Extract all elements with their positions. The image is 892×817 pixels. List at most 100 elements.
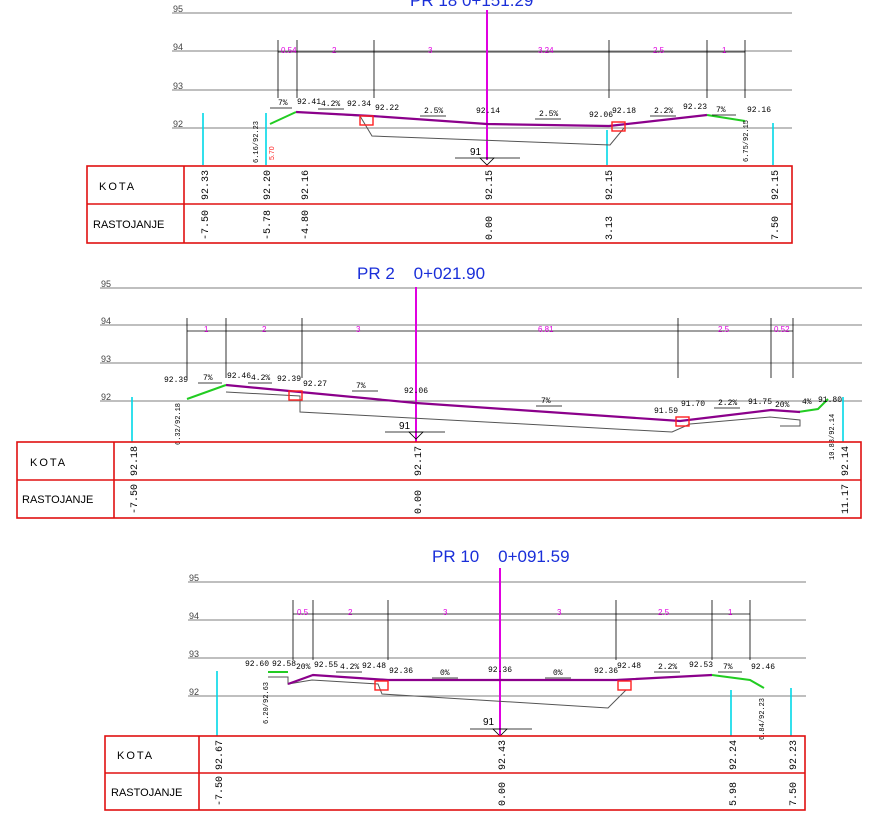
width-label: 2.5 — [653, 46, 665, 55]
subgrade-line — [268, 677, 626, 708]
width-label: 3.24 — [538, 46, 554, 55]
kota-value: 92.17 — [414, 446, 425, 476]
kota-value: 92.15 — [485, 170, 496, 200]
kota-value: 92.14 — [841, 446, 852, 476]
elevation-label: 92.36 — [389, 667, 413, 676]
row-label-kota: KOTA — [117, 750, 154, 762]
side-label: 6.75/92.15 — [743, 120, 751, 162]
subgrade-line — [226, 392, 800, 432]
width-label: 1 — [204, 325, 209, 334]
data-table — [87, 166, 792, 243]
width-label: 6.81 — [538, 325, 554, 334]
level-label: 93 — [173, 81, 183, 91]
elevation-label: 92.23 — [683, 103, 707, 112]
red-label: 5.70 — [269, 146, 276, 160]
elevation-label: 91.75 — [748, 398, 772, 407]
level-label: 92 — [173, 119, 183, 129]
section-pr18: PR 18 0+151.29 95 94 93 92 0.54 2 3 3.24… — [87, 0, 792, 243]
left-shoulder — [187, 385, 226, 399]
rastojanje-value: 5.98 — [729, 782, 740, 806]
elevation-label: 92.18 — [612, 107, 636, 116]
slope-label: 0% — [440, 669, 450, 678]
elevation-label: 92.06 — [589, 111, 613, 120]
rastojanje-value: 0.00 — [414, 490, 425, 514]
elevation-label: 91.80 — [818, 396, 842, 405]
width-label: 3 — [443, 608, 448, 617]
section-title: PR 18 0+151.29 — [410, 0, 533, 10]
dimension-chain — [187, 318, 793, 378]
side-label: 6.84/92.23 — [759, 698, 767, 740]
row-label-kota: KOTA — [30, 457, 67, 469]
slope-label: 0% — [553, 669, 563, 678]
slope-label: 7% — [278, 99, 288, 108]
subgrade-line — [296, 112, 624, 145]
width-label: 0.54 — [281, 46, 297, 55]
slope-label: 4.2% — [340, 663, 359, 672]
slope-label: 7% — [541, 397, 551, 406]
datum-label: 91 — [399, 421, 411, 432]
slope-label: 20% — [296, 663, 311, 672]
width-label: 1 — [728, 608, 733, 617]
section-title: PR 10 0+091.59 — [432, 547, 570, 566]
elevation-label: 92.36 — [488, 666, 512, 675]
level-label: 94 — [189, 611, 199, 621]
elevation-label: 92.41 — [297, 98, 321, 107]
elevation-label: 92.34 — [347, 100, 371, 109]
level-label: 95 — [101, 279, 111, 289]
slope-arrows — [198, 383, 740, 408]
left-curb — [360, 116, 373, 125]
level-label: 94 — [101, 316, 111, 326]
slope-label: 4.2% — [251, 374, 270, 383]
slope-label: 2.5% — [424, 107, 443, 116]
elevation-label: 92.46 — [227, 372, 251, 381]
width-label: 2 — [262, 325, 267, 334]
rastojanje-value: 0.00 — [498, 782, 509, 806]
elevation-label: 92.46 — [751, 663, 775, 672]
dimension-chain — [293, 600, 750, 660]
width-label: 2.5 — [658, 608, 670, 617]
slope-label: 4% — [802, 398, 812, 407]
elevation-label: 92.27 — [303, 380, 327, 389]
width-label: 2 — [332, 46, 337, 55]
section-title: PR 2 0+021.90 — [357, 264, 485, 283]
elevation-label: 92.16 — [747, 106, 771, 115]
elevation-label: 91.59 — [654, 407, 678, 416]
kota-value: 92.16 — [301, 170, 312, 200]
section-pr10: PR 10 0+091.59 95 94 93 92 0.5 2 3 3 2.5… — [105, 547, 806, 810]
elevation-label: 92.14 — [476, 107, 500, 116]
kota-value: 92.15 — [771, 170, 782, 200]
width-label: 1 — [722, 46, 727, 55]
rastojanje-value: -7.50 — [130, 484, 141, 514]
slope-label: 2.2% — [718, 399, 737, 408]
dimension-chain — [278, 40, 745, 98]
datum-label: 91 — [483, 717, 495, 728]
datum-label: 91 — [470, 147, 482, 158]
elevation-label: 92.39 — [277, 375, 301, 384]
rastojanje-value: 7.50 — [789, 782, 800, 806]
section-pr2: PR 2 0+021.90 95 94 93 92 1 2 3 6.81 2.5… — [17, 264, 862, 518]
level-label: 93 — [189, 649, 199, 659]
kota-value: 92.15 — [605, 170, 616, 200]
slope-label: 7% — [203, 374, 213, 383]
width-label: 0.52 — [774, 325, 790, 334]
kota-value: 92.43 — [498, 740, 509, 770]
data-table — [105, 736, 805, 810]
data-table — [17, 442, 861, 518]
left-shoulder — [270, 112, 296, 124]
level-label: 95 — [173, 4, 183, 14]
elevation-label: 92.55 — [314, 661, 338, 670]
width-label: 3 — [557, 608, 562, 617]
rastojanje-value: -5.78 — [263, 210, 274, 240]
slope-label: 20% — [775, 401, 790, 410]
width-label: 2.5 — [718, 325, 730, 334]
level-label: 92 — [101, 392, 111, 402]
elevation-label: 92.48 — [617, 662, 641, 671]
width-label: 3 — [428, 46, 433, 55]
rastojanje-value: -4.80 — [301, 210, 312, 240]
slope-label: 7% — [716, 106, 726, 115]
elevation-label: 92.06 — [404, 387, 428, 396]
slope-label: 7% — [723, 663, 733, 672]
slope-label: 2.2% — [658, 663, 677, 672]
elevation-label: 92.36 — [594, 667, 618, 676]
right-shoulder — [712, 675, 764, 688]
